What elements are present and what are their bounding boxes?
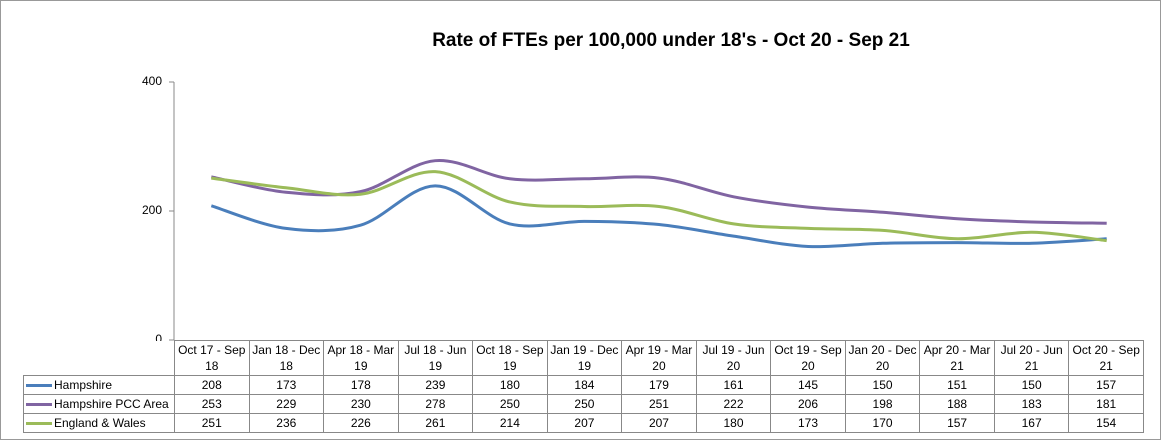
y-tick-label: 0 <box>155 332 162 341</box>
category-label: Jan 19 - Dec 19 <box>546 340 623 376</box>
value-cell: 180 <box>695 413 772 433</box>
category-label: Jul 18 - Jun 19 <box>397 340 474 376</box>
value-cell: 230 <box>323 394 399 414</box>
chart-title: Rate of FTEs per 100,000 under 18's - Oc… <box>432 30 910 51</box>
legend-label: Hampshire PCC Area <box>54 397 169 411</box>
category-label: Apr 19 - Mar 20 <box>621 340 697 376</box>
value-cell: 184 <box>546 375 623 395</box>
value-cell: 150 <box>844 375 921 395</box>
category-label: Jan 18 - Dec 18 <box>248 340 325 376</box>
value-cell: 188 <box>919 394 995 414</box>
value-cell: 198 <box>844 394 921 414</box>
table-row: Hampshire 208 173 178 239 180 184 179 161 145 150 1… <box>23 375 1144 395</box>
category-label: Jan 20 - Dec 20 <box>844 340 921 376</box>
category-label: Oct 17 - Sep 18 <box>174 340 250 376</box>
legend-swatch <box>26 422 52 426</box>
value-cell: 253 <box>174 394 250 414</box>
category-label: Apr 20 - Mar 21 <box>919 340 995 376</box>
value-cell: 151 <box>919 375 995 395</box>
value-cell: 207 <box>621 413 697 433</box>
category-label: Oct 20 - Sep 21 <box>1068 340 1144 376</box>
legend-swatch <box>26 384 52 388</box>
value-cell: 236 <box>248 413 325 433</box>
legend-swatch <box>26 403 52 407</box>
y-tick-label: 400 <box>142 74 162 88</box>
value-cell: 180 <box>472 375 548 395</box>
value-cell: 206 <box>770 394 846 414</box>
table-row: England & Wales 251 236 226 261 214 207 207 180 1… <box>23 413 1144 433</box>
value-cell: 154 <box>1068 413 1144 433</box>
value-cell: 208 <box>174 375 250 395</box>
value-cell: 250 <box>546 394 623 414</box>
value-cell: 161 <box>695 375 772 395</box>
table-header-row: Oct 17 - Sep 18 Jan 18 - Dec 18 Apr 18 - M… <box>23 340 1144 376</box>
value-cell: 179 <box>621 375 697 395</box>
value-cell: 261 <box>397 413 474 433</box>
value-cell: 229 <box>248 394 325 414</box>
category-label: Oct 18 - Sep 19 <box>472 340 548 376</box>
value-cell: 145 <box>770 375 846 395</box>
table-row: Hampshire PCC Area 253 229 230 278 250 250 251 2… <box>23 394 1144 414</box>
value-cell: 173 <box>248 375 325 395</box>
series-line <box>211 159 1107 225</box>
value-cell: 239 <box>397 375 474 395</box>
category-label: Oct 19 - Sep 20 <box>770 340 846 376</box>
value-cell: 222 <box>695 394 772 414</box>
category-label: Jul 20 - Jun 21 <box>993 340 1070 376</box>
value-cell: 214 <box>472 413 548 433</box>
value-cell: 250 <box>472 394 548 414</box>
category-label: Jul 19 - Jun 20 <box>695 340 772 376</box>
value-cell: 178 <box>323 375 399 395</box>
y-tick-label: 200 <box>142 203 162 217</box>
value-cell: 167 <box>993 413 1070 433</box>
blank-cell <box>23 340 175 376</box>
value-cell: 251 <box>621 394 697 414</box>
legend-cell: England & Wales <box>23 413 175 433</box>
value-cell: 157 <box>919 413 995 433</box>
value-cell: 181 <box>1068 394 1144 414</box>
value-cell: 170 <box>844 413 921 433</box>
value-cell: 226 <box>323 413 399 433</box>
chart: Rate of FTEs per 100,000 under 18's - Oc… <box>142 30 1107 341</box>
legend-cell: Hampshire PCC Area <box>23 394 175 414</box>
value-cell: 150 <box>993 375 1070 395</box>
value-cell: 183 <box>993 394 1070 414</box>
series-line <box>210 184 1107 249</box>
legend-cell: Hampshire <box>23 375 175 395</box>
data-table: Oct 17 - Sep 18 Jan 18 - Dec 18 Apr 18 - M… <box>23 340 1144 433</box>
value-cell: 278 <box>397 394 474 414</box>
value-cell: 157 <box>1068 375 1144 395</box>
category-label: Apr 18 - Mar 19 <box>323 340 399 376</box>
legend-label: England & Wales <box>54 416 146 430</box>
value-cell: 207 <box>546 413 623 433</box>
value-cell: 251 <box>174 413 250 433</box>
value-cell: 173 <box>770 413 846 433</box>
series-line <box>211 170 1107 243</box>
legend-label: Hampshire <box>54 378 113 392</box>
